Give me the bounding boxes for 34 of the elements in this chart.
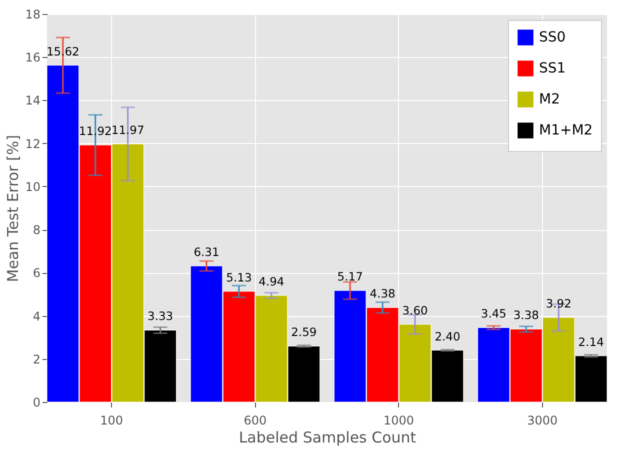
y-tick-label: 4 <box>32 309 40 324</box>
x-axis-title: Labeled Samples Count <box>238 428 416 446</box>
x-tick-label: 600 <box>244 414 267 428</box>
data-label: 2.40 <box>434 329 460 344</box>
y-tick-label: 8 <box>32 223 40 238</box>
legend-label: M1+M2 <box>539 122 593 138</box>
y-tick-label: 6 <box>32 266 40 280</box>
y-tick-label: 10 <box>25 180 40 194</box>
data-label: 5.17 <box>337 270 363 284</box>
legend-label: SS1 <box>539 60 566 76</box>
x-tick-label: 100 <box>100 414 124 428</box>
data-label: 4.94 <box>258 274 284 289</box>
data-label: 11.97 <box>111 122 144 137</box>
data-label: 2.14 <box>578 334 604 349</box>
data-label: 4.38 <box>370 286 396 301</box>
x-tick-label: 1000 <box>384 414 414 428</box>
data-label: 3.33 <box>148 309 174 324</box>
data-label: 3.92 <box>546 296 572 310</box>
x-tick-label: 3000 <box>527 414 558 428</box>
legend-label: SS0 <box>539 30 566 46</box>
y-tick-label: 12 <box>25 136 40 151</box>
y-tick-label: 14 <box>25 94 40 108</box>
y-axis-title: Mean Test Error [%] <box>4 134 22 282</box>
data-label: 2.59 <box>291 325 317 340</box>
y-tick-label: 16 <box>25 50 40 65</box>
data-label: 3.38 <box>513 308 539 322</box>
data-label: 3.60 <box>402 303 428 318</box>
y-tick-label: 2 <box>32 352 40 366</box>
data-label: 6.31 <box>194 244 220 259</box>
data-label: 5.13 <box>226 270 252 284</box>
y-tick-label: 0 <box>32 396 40 410</box>
legend-label: M2 <box>539 92 560 108</box>
y-tick-label: 18 <box>25 8 40 22</box>
data-label: 3.45 <box>480 306 506 321</box>
